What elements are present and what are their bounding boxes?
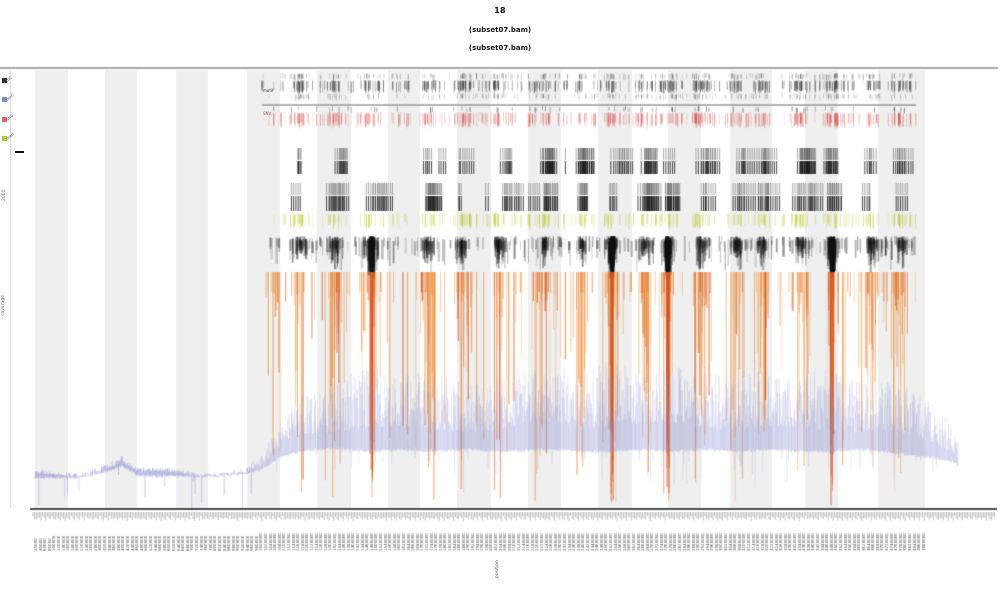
row-label-variants: SNV	[263, 111, 272, 116]
legend-line-sample	[15, 151, 24, 153]
legend-item: mC	[2, 75, 15, 83]
legend-swatch	[2, 97, 7, 102]
row-label-sites: motif	[263, 88, 274, 93]
figure-title: 18	[494, 6, 506, 15]
legend-swatch	[2, 136, 7, 141]
y-axis-tick-label: 2000	[2, 189, 7, 201]
x-axis-title: position	[495, 560, 500, 578]
legend-item: hmC	[2, 92, 17, 102]
figure-subtitle-2: (subset07.bam)	[468, 44, 532, 52]
legend-swatch	[2, 117, 7, 122]
figure-subtitle-1: (subset07.bam)	[468, 26, 532, 34]
y-axis-title: coverage	[1, 295, 6, 316]
legend-item: SNV	[2, 113, 16, 122]
legend-item: mod	[2, 131, 17, 141]
legend-swatch	[2, 78, 7, 83]
